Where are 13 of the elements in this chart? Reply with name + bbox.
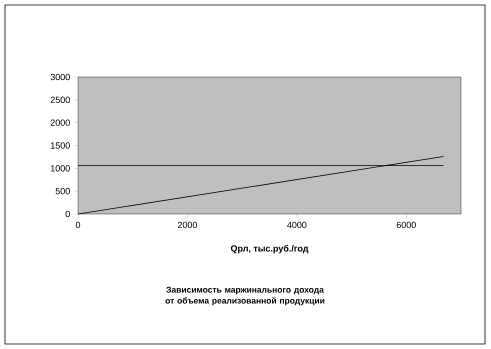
y-tick-label: 2000 [50,119,70,126]
y-tick-label: 1000 [50,165,70,172]
x-tick-label: 0 [76,222,80,228]
x-tick-label: 6000 [396,222,416,228]
y-tick-label: 2500 [50,96,70,104]
y-tick-label: 1500 [50,142,70,149]
y-tick-label: 0 [66,210,70,218]
x-tick-label: 4000 [287,222,306,228]
y-tick-label: 500 [56,188,70,194]
text: Зависимость маржинального дохода от объема реализованной продукции [166,286,324,306]
x-axis-title: Qрл, тыс.руб./год [230,244,308,254]
y-tick-label: 3000 [50,74,70,80]
x-tick-label: 2000 [178,222,198,228]
